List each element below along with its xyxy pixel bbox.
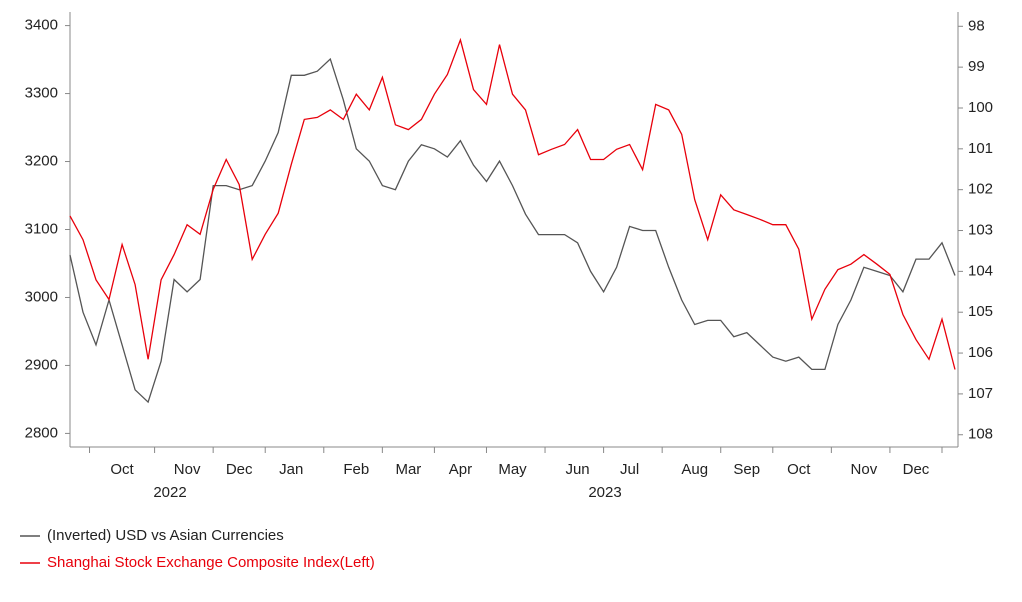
y2-tick-label: 103 [968, 221, 993, 238]
series-line [69, 37, 956, 370]
y2-tick-label: 104 [968, 262, 993, 279]
series-line [69, 57, 956, 404]
x-tick-label: Aug [681, 461, 708, 478]
y-tick-label: 3400 [25, 17, 58, 34]
legend-label: (Inverted) USD vs Asian Currencies [47, 527, 284, 544]
x-tick-label: Jan [279, 461, 303, 478]
y2-tick-label: 100 [968, 99, 993, 116]
x-tick-label: Mar [395, 461, 421, 478]
y2-tick-label: 105 [968, 303, 993, 320]
y-tick-label: 3000 [25, 288, 58, 305]
y-tick-label: 3200 [25, 153, 58, 170]
x-tick-label: Jun [565, 461, 589, 478]
x-tick-label: Nov [174, 461, 201, 478]
y2-tick-label: 98 [968, 17, 985, 34]
year-label: 2023 [588, 484, 621, 501]
y-tick-label: 2900 [25, 356, 58, 373]
y2-tick-label: 108 [968, 426, 993, 443]
x-tick-label: May [498, 461, 527, 478]
year-label: 2022 [153, 484, 186, 501]
x-tick-label: Dec [226, 461, 253, 478]
y2-tick-label: 106 [968, 344, 993, 361]
y2-tick-label: 102 [968, 181, 993, 198]
y2-tick-label: 99 [968, 58, 985, 75]
x-tick-label: Nov [851, 461, 878, 478]
x-tick-label: Dec [903, 461, 930, 478]
y-tick-label: 3300 [25, 85, 58, 102]
y2-tick-label: 101 [968, 140, 993, 157]
y-tick-label: 2800 [25, 424, 58, 441]
x-tick-label: Oct [110, 461, 134, 478]
x-tick-label: Apr [449, 461, 472, 478]
x-tick-label: Oct [787, 461, 811, 478]
y2-tick-label: 107 [968, 385, 993, 402]
x-tick-label: Jul [620, 461, 639, 478]
x-tick-label: Feb [343, 461, 369, 478]
y-tick-label: 3100 [25, 220, 58, 237]
legend-label: Shanghai Stock Exchange Composite Index(… [47, 554, 375, 571]
x-tick-label: Sep [733, 461, 760, 478]
